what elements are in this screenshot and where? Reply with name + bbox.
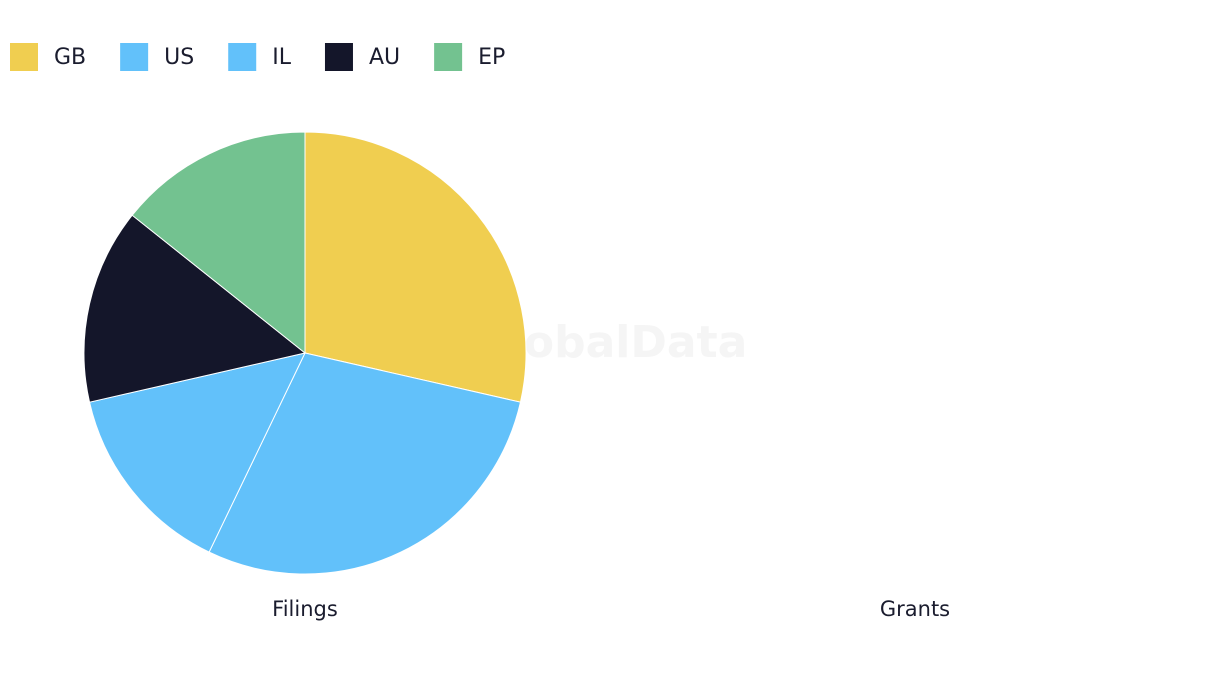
legend-label: AU (369, 45, 400, 70)
pie-title: Filings (272, 597, 338, 621)
pie-slice (304, 131, 527, 403)
legend-swatch (228, 43, 257, 71)
pie-slice (83, 214, 307, 403)
legend-label: GB (54, 45, 86, 70)
pie-slice (208, 352, 522, 575)
legend-label: EP (478, 45, 505, 70)
legend-swatch (120, 43, 149, 71)
legend-swatch (10, 43, 38, 71)
legend-swatch (324, 43, 353, 71)
pie-slice (131, 131, 306, 355)
legend-swatch (434, 43, 463, 71)
pie-slice (88, 352, 306, 553)
legend-label: US (164, 45, 194, 70)
legend-label: IL (272, 45, 291, 70)
pie-title: Grants (880, 597, 950, 621)
